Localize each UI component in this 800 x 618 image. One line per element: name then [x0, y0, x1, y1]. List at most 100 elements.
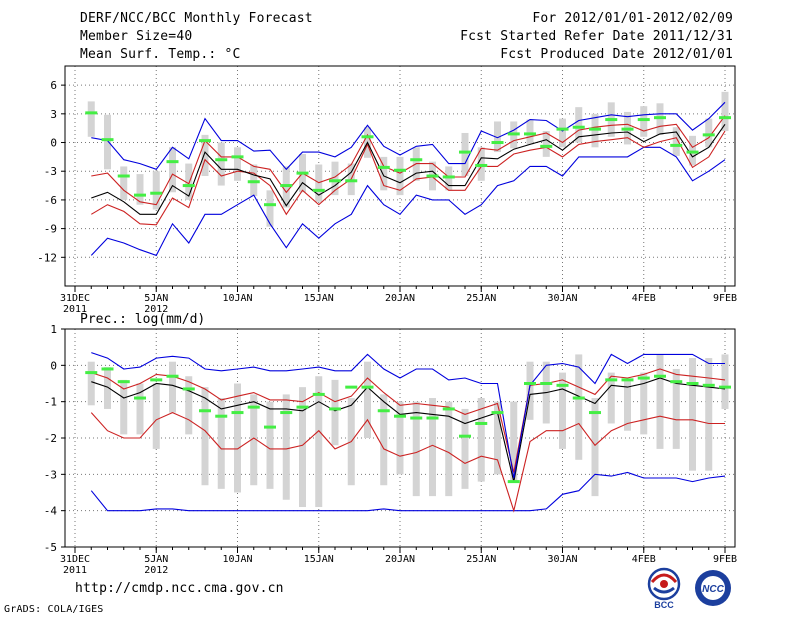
temp-observed-point — [459, 150, 471, 154]
prec-observed-point — [621, 378, 634, 382]
prec-observed-point — [719, 385, 731, 389]
prec-line-p90 — [91, 368, 726, 473]
prec-ensemble-bar — [185, 376, 193, 435]
temp-xtick-sublabel: 2012 — [144, 304, 168, 315]
prec-xtick-label: 20JAN — [385, 554, 415, 565]
temp-observed-point — [654, 116, 666, 120]
variable-label-temperature: Mean Surf. Temp.: °C — [80, 47, 241, 62]
prec-line-mean — [91, 377, 726, 482]
prec-xtick-label: 31DEC — [60, 554, 90, 565]
prec-ensemble-bar — [169, 361, 176, 413]
temp-xtick-label: 4FEB — [632, 293, 656, 304]
temp-observed-point — [719, 116, 731, 120]
temp-xtick-label: 5JAN — [144, 293, 168, 304]
prec-ensemble-bar — [607, 372, 615, 424]
temp-ensemble-bar — [120, 166, 128, 200]
prec-ensemble-bar — [575, 354, 583, 460]
forecast-started-date: Fcst Started Refer Date 2011/12/31 — [460, 29, 733, 44]
prec-xtick-label: 4FEB — [632, 554, 656, 565]
prec-observed-point — [654, 374, 666, 378]
prec-ensemble-bar — [672, 368, 680, 449]
temp-observed-point — [166, 160, 179, 164]
temp-ytick-label: -6 — [44, 194, 57, 207]
temp-ensemble-bar — [461, 132, 469, 176]
prec-observed-point — [312, 392, 325, 396]
prec-observed-point — [507, 480, 520, 484]
prec-ensemble-bar — [234, 383, 241, 493]
prec-observed-point — [377, 409, 390, 413]
prec-observed-point — [166, 374, 179, 378]
variable-label-precipitation: Prec.: log(mm/d) — [80, 312, 205, 327]
temp-xtick-label: 10JAN — [222, 293, 252, 304]
prec-observed-point — [101, 367, 114, 371]
prec-ensemble-bar — [364, 361, 371, 438]
prec-ytick-label: -5 — [44, 541, 57, 554]
prec-observed-point — [589, 411, 601, 415]
prec-line-p10 — [90, 411, 725, 513]
prec-observed-point — [524, 382, 536, 385]
temp-observed-point — [280, 184, 293, 188]
temp-ensemble-bar — [217, 142, 225, 186]
temp-ensemble-bar — [201, 134, 209, 176]
prec-observed-point — [572, 396, 585, 400]
prec-ensemble-bar — [315, 376, 323, 508]
prec-observed-point — [329, 407, 341, 411]
prec-ensemble-bar — [429, 398, 436, 497]
temp-ytick-label: 3 — [50, 108, 57, 121]
prec-observed-point — [345, 385, 358, 389]
prec-ensemble-bar — [721, 354, 729, 409]
temp-observed-point — [377, 165, 390, 169]
prec-observed-point — [491, 411, 504, 415]
prec-observed-point — [556, 383, 569, 387]
prec-ensemble-bar — [526, 361, 534, 420]
prec-observed-point — [442, 407, 455, 411]
temp-ensemble-bar — [494, 121, 501, 153]
temp-line-p10 — [91, 115, 726, 206]
prec-xtick-label: 30JAN — [547, 554, 577, 565]
temp-observed-point — [524, 132, 536, 136]
prec-observed-point — [182, 387, 195, 391]
temp-observed-point — [345, 179, 358, 183]
prec-line-min — [90, 471, 726, 512]
prec-observed-point — [702, 383, 715, 387]
temp-ensemble-bar — [640, 106, 648, 137]
temp-observed-point — [621, 127, 634, 131]
ncc-logo: NCC — [695, 570, 731, 606]
prec-ensemble-bar — [152, 383, 160, 449]
temp-ensemble-bar — [87, 101, 95, 137]
temp-xtick-sublabel: 2011 — [63, 304, 87, 315]
prec-ensemble-bar — [282, 394, 290, 500]
temp-observed-point — [442, 175, 455, 179]
forecast-produced-date: Fcst Produced Date 2012/01/01 — [500, 47, 733, 62]
prec-ensemble-bar — [412, 401, 420, 497]
temp-observed-point — [507, 132, 520, 136]
temp-observed-point — [686, 150, 699, 154]
prec-observed-point — [394, 414, 406, 418]
prec-ytick-label: -1 — [44, 396, 57, 409]
temp-xtick-label: 9FEB — [713, 293, 737, 304]
footer-url[interactable]: http://cmdp.ncc.cma.gov.cn — [75, 581, 284, 596]
temp-ensemble-bar — [672, 127, 680, 156]
prec-ytick-label: -2 — [44, 432, 57, 445]
temp-observed-point — [540, 144, 553, 148]
temp-observed-point — [637, 118, 650, 122]
prec-observed-point — [247, 405, 260, 409]
temp-ensemble-bar — [559, 118, 566, 148]
temp-xtick-label: 25JAN — [466, 293, 496, 304]
prec-ensemble-bar — [380, 394, 388, 486]
prec-xtick-sublabel: 2011 — [63, 565, 87, 576]
prec-observed-point — [150, 378, 163, 382]
temp-observed-point — [215, 158, 228, 162]
temp-observed-point — [361, 135, 374, 139]
grads-credit: GrADS: COLA/IGES — [4, 604, 104, 615]
temp-observed-point — [670, 143, 683, 147]
temp-observed-point — [702, 133, 715, 137]
temp-observed-point — [101, 138, 114, 142]
temp-ensemble-bar — [185, 163, 193, 200]
temp-xtick-label: 30JAN — [547, 293, 577, 304]
prec-ensemble-bar — [250, 394, 258, 486]
prec-ensemble-bar — [299, 387, 306, 508]
prec-ensemble-bar — [217, 398, 225, 489]
temp-line-min — [91, 101, 726, 171]
